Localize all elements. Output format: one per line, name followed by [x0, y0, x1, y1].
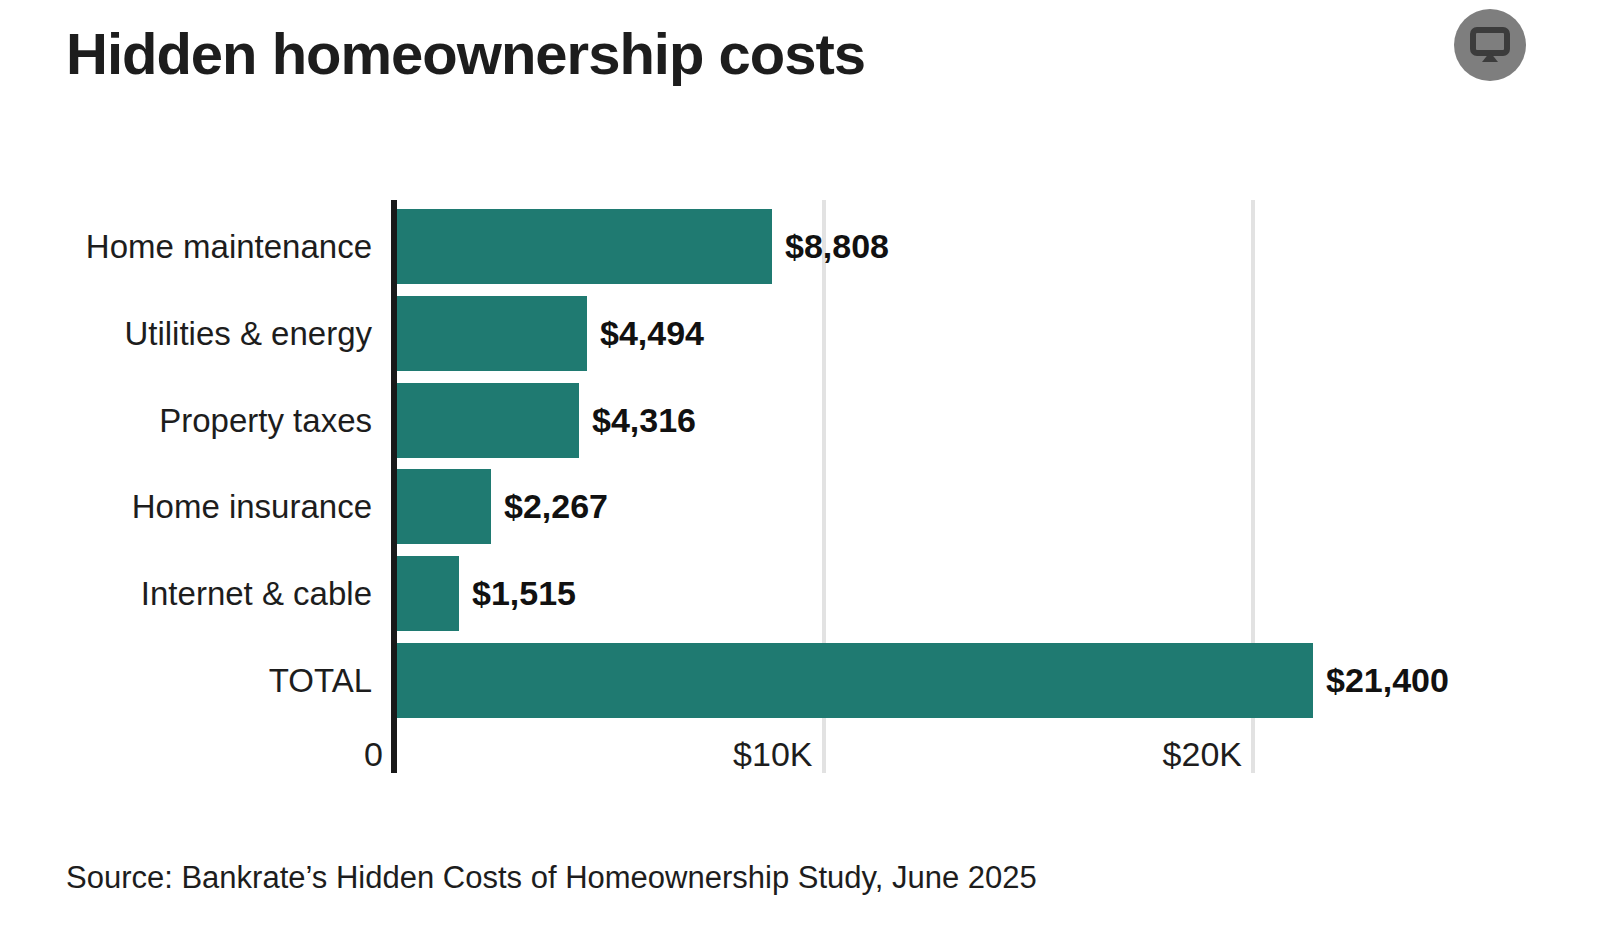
value-label-utilities-energy: $4,494: [600, 296, 704, 371]
x-tick-label: $10K: [653, 734, 813, 774]
value-label-internet-cable: $1,515: [472, 556, 576, 631]
chart-page: Hidden homeownership costs 0 $10K $20K Home…: [0, 0, 1610, 943]
page-title: Hidden homeownership costs: [66, 20, 865, 87]
bar-total: [397, 643, 1313, 718]
bar-home-maintenance: [397, 209, 772, 284]
value-label-home-insurance: $2,267: [504, 469, 608, 544]
value-label-property-taxes: $4,316: [592, 383, 696, 458]
value-label-total: $21,400: [1326, 643, 1449, 718]
display-mode-button[interactable]: [1454, 9, 1526, 81]
category-label-property-taxes: Property taxes: [0, 383, 372, 458]
category-label-total: TOTAL: [0, 643, 372, 718]
bar-home-insurance: [397, 469, 491, 544]
x-tick-label: 0: [223, 734, 383, 774]
y-axis-line: [391, 200, 397, 773]
source-caption: Source: Bankrate’s Hidden Costs of Homeo…: [66, 860, 1037, 896]
category-label-utilities-energy: Utilities & energy: [0, 296, 372, 371]
bar-property-taxes: [397, 383, 579, 458]
value-label-home-maintenance: $8,808: [785, 209, 889, 284]
category-label-home-maintenance: Home maintenance: [0, 209, 372, 284]
category-label-internet-cable: Internet & cable: [0, 556, 372, 631]
x-tick-label: $20K: [1082, 734, 1242, 774]
bar-utilities-energy: [397, 296, 587, 371]
category-label-home-insurance: Home insurance: [0, 469, 372, 544]
monitor-icon: [1469, 26, 1511, 64]
bar-internet-cable: [397, 556, 459, 631]
